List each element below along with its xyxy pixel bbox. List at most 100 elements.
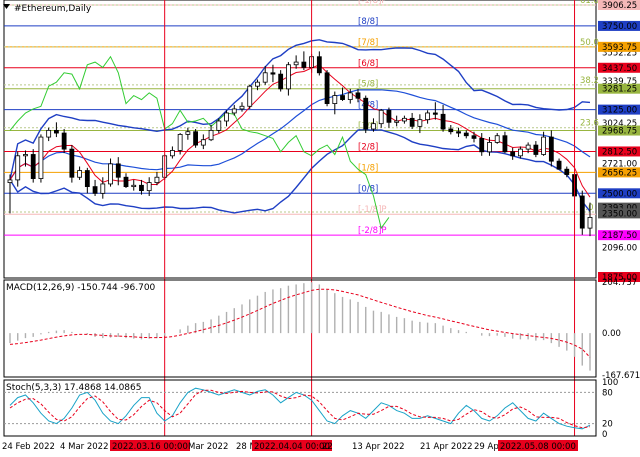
candle[interactable] <box>332 91 338 115</box>
candle[interactable] <box>347 88 353 104</box>
candle[interactable] <box>579 190 585 235</box>
price-tag <box>598 188 640 199</box>
candle[interactable] <box>208 125 214 142</box>
candle[interactable] <box>84 167 90 194</box>
candle[interactable] <box>471 131 477 143</box>
price-panel[interactable]: [-1/8]P[8/8][7/8][6/8][5/8][4/8][3/8][2/… <box>3 0 640 436</box>
candle[interactable] <box>146 177 152 196</box>
candle[interactable] <box>285 62 291 96</box>
candle[interactable] <box>378 108 384 128</box>
price-tag <box>598 208 640 219</box>
candle[interactable] <box>193 129 199 148</box>
fast-moving-average <box>9 64 591 198</box>
candle[interactable] <box>262 66 268 85</box>
candle[interactable] <box>270 64 276 83</box>
candle[interactable] <box>200 134 206 150</box>
candle[interactable] <box>77 166 82 180</box>
candle[interactable] <box>324 70 330 107</box>
candle[interactable] <box>394 115 400 127</box>
candle[interactable] <box>316 51 322 76</box>
candle[interactable] <box>301 51 307 71</box>
candle[interactable] <box>587 202 593 237</box>
candle[interactable] <box>355 88 361 103</box>
candle[interactable] <box>533 141 539 158</box>
candle[interactable] <box>363 95 369 134</box>
candle-body <box>177 133 183 151</box>
price-tag-label: 2968.75 <box>602 127 637 137</box>
candle[interactable] <box>169 146 175 159</box>
candle[interactable] <box>100 177 106 199</box>
candle[interactable] <box>131 179 137 191</box>
candle[interactable] <box>30 149 36 183</box>
candle[interactable] <box>510 147 516 160</box>
candle[interactable] <box>247 84 253 109</box>
date-axis-label: 28 M <box>236 442 257 452</box>
candle[interactable] <box>239 102 245 112</box>
candle[interactable] <box>502 131 508 154</box>
candle[interactable] <box>487 137 492 156</box>
candle[interactable] <box>139 179 144 195</box>
fibo-label: 50.0 <box>580 38 599 48</box>
candle[interactable] <box>371 118 376 132</box>
candle[interactable] <box>54 122 59 138</box>
candle-body <box>100 183 106 194</box>
candle[interactable] <box>177 133 183 155</box>
candle[interactable] <box>154 171 160 186</box>
macd-axis-tick: 0.00 <box>602 329 621 339</box>
macd-panel[interactable]: MACD(12,26,9) -150.744 -96.700 204.737 0.0… <box>3 278 640 381</box>
candle[interactable] <box>231 104 237 116</box>
candle[interactable] <box>401 115 407 124</box>
candle-body <box>208 129 214 141</box>
candle-body <box>7 179 13 183</box>
candle[interactable] <box>425 110 431 124</box>
candle[interactable] <box>556 158 562 170</box>
price-tag <box>598 202 640 213</box>
candle[interactable] <box>494 133 500 144</box>
price-tag-label: 3906.25 <box>602 1 637 11</box>
candle[interactable] <box>293 55 299 69</box>
candle[interactable] <box>69 145 75 183</box>
candle-body <box>139 184 144 192</box>
candle[interactable] <box>518 146 523 159</box>
candle[interactable] <box>7 174 13 214</box>
candle-body <box>587 217 593 229</box>
candle[interactable] <box>224 110 229 127</box>
candle[interactable] <box>409 112 415 130</box>
candle[interactable] <box>115 157 121 186</box>
candle[interactable] <box>386 107 392 128</box>
candle[interactable] <box>92 179 98 196</box>
price-tag-label: 2187.50 <box>602 231 637 241</box>
candle[interactable] <box>23 150 28 167</box>
candle[interactable] <box>525 142 531 154</box>
candle[interactable] <box>38 134 44 183</box>
candle-body <box>510 151 516 157</box>
candle[interactable] <box>448 125 454 135</box>
candle[interactable] <box>564 166 570 178</box>
candle[interactable] <box>185 127 191 140</box>
candle-body <box>30 154 36 179</box>
candle[interactable] <box>255 79 260 91</box>
candle[interactable] <box>340 87 345 101</box>
candle[interactable] <box>108 158 113 187</box>
murrey-label: [2/8] <box>358 142 378 152</box>
candle[interactable] <box>61 129 67 154</box>
candle[interactable] <box>479 133 485 156</box>
stoch-axis-tick: 100 <box>602 378 618 388</box>
candle[interactable] <box>440 104 446 132</box>
candle-body <box>285 64 291 90</box>
candle[interactable] <box>456 127 461 138</box>
candle[interactable] <box>541 131 546 156</box>
candle[interactable] <box>463 130 469 139</box>
candle[interactable] <box>432 102 438 120</box>
candle[interactable] <box>15 151 21 187</box>
candle[interactable] <box>216 118 222 134</box>
candle[interactable] <box>278 70 284 92</box>
price-axis-tick: 2721.00 <box>602 160 637 170</box>
candle[interactable] <box>417 114 423 134</box>
candle[interactable] <box>46 127 52 142</box>
candle[interactable] <box>123 173 129 188</box>
menu-triangle-icon[interactable] <box>3 4 10 9</box>
candle[interactable] <box>548 130 554 167</box>
